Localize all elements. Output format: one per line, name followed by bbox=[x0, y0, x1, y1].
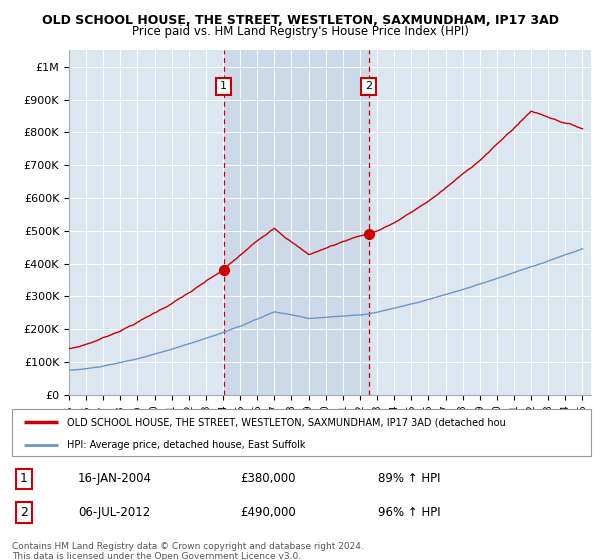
Text: 06-JUL-2012: 06-JUL-2012 bbox=[78, 506, 150, 519]
Text: HPI: Average price, detached house, East Suffolk: HPI: Average price, detached house, East… bbox=[67, 440, 305, 450]
Text: OLD SCHOOL HOUSE, THE STREET, WESTLETON, SAXMUNDHAM, IP17 3AD (detached hou: OLD SCHOOL HOUSE, THE STREET, WESTLETON,… bbox=[67, 417, 506, 427]
Text: £490,000: £490,000 bbox=[240, 506, 296, 519]
FancyBboxPatch shape bbox=[12, 409, 591, 456]
Text: 2: 2 bbox=[365, 82, 372, 91]
Text: £380,000: £380,000 bbox=[240, 472, 296, 486]
Text: 1: 1 bbox=[220, 82, 227, 91]
Text: 89% ↑ HPI: 89% ↑ HPI bbox=[378, 472, 440, 486]
Text: 16-JAN-2004: 16-JAN-2004 bbox=[78, 472, 152, 486]
Text: This data is licensed under the Open Government Licence v3.0.: This data is licensed under the Open Gov… bbox=[12, 552, 301, 560]
Text: Contains HM Land Registry data © Crown copyright and database right 2024.: Contains HM Land Registry data © Crown c… bbox=[12, 542, 364, 551]
Text: Price paid vs. HM Land Registry's House Price Index (HPI): Price paid vs. HM Land Registry's House … bbox=[131, 25, 469, 38]
Text: 2: 2 bbox=[20, 506, 28, 519]
Text: OLD SCHOOL HOUSE, THE STREET, WESTLETON, SAXMUNDHAM, IP17 3AD: OLD SCHOOL HOUSE, THE STREET, WESTLETON,… bbox=[41, 14, 559, 27]
Bar bbox=[224, 50, 368, 395]
Text: 96% ↑ HPI: 96% ↑ HPI bbox=[378, 506, 440, 519]
Text: 1: 1 bbox=[20, 472, 28, 486]
